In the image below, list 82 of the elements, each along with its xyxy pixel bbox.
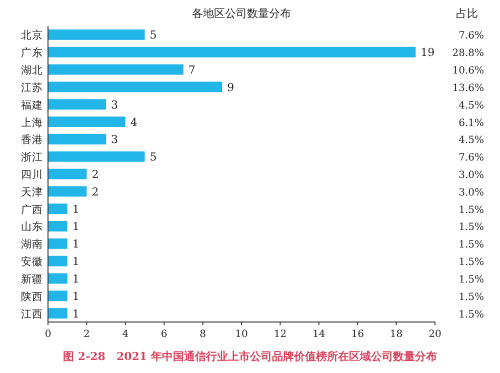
data-label: 19 bbox=[420, 46, 435, 60]
text: 7.6% bbox=[458, 152, 484, 164]
x-tick-label: 14 bbox=[312, 329, 326, 340]
bar bbox=[48, 82, 222, 92]
bar bbox=[48, 273, 68, 284]
data-label: 9 bbox=[227, 80, 234, 94]
text: 1.5% bbox=[458, 309, 484, 320]
y-tick-label: 广东 bbox=[21, 46, 43, 60]
data-label: 5 bbox=[150, 150, 157, 164]
data-label: 3 bbox=[111, 98, 118, 112]
y-tick-label: 福建 bbox=[21, 98, 43, 112]
text: 1.5% bbox=[458, 222, 484, 234]
x-tick-label: 16 bbox=[351, 329, 364, 340]
y-tick-label: 山东 bbox=[21, 220, 43, 234]
y-tick-label: 湖北 bbox=[21, 64, 43, 77]
chart-title: 各地区公司数量分布 bbox=[192, 7, 291, 20]
bar bbox=[48, 186, 87, 197]
data-label: 3 bbox=[111, 133, 118, 146]
bar bbox=[48, 99, 106, 110]
y-tick-label: 安徽 bbox=[21, 255, 43, 268]
y-tick-label: 江西 bbox=[21, 308, 43, 320]
text: 28.8% bbox=[452, 48, 484, 60]
x-tick-label: 6 bbox=[160, 329, 168, 340]
bar bbox=[48, 308, 68, 319]
y-tick-label: 天津 bbox=[21, 185, 43, 198]
bar bbox=[48, 168, 87, 180]
data-label: 4 bbox=[130, 116, 138, 129]
y-tick-label: 广西 bbox=[21, 202, 43, 216]
x-tick-label: 4 bbox=[122, 329, 129, 340]
y-tick-label: 陕西 bbox=[21, 290, 43, 303]
data-label: 1 bbox=[72, 255, 80, 268]
text: 6.1% bbox=[458, 118, 484, 129]
bar bbox=[48, 151, 145, 162]
data-label: 1 bbox=[72, 202, 80, 216]
x-tick-label: 0 bbox=[44, 329, 52, 340]
bar bbox=[48, 204, 68, 214]
y-tick-label: 北京 bbox=[21, 28, 43, 42]
data-label: 1 bbox=[72, 272, 80, 286]
data-label: 1 bbox=[72, 290, 80, 303]
text: 1.5% bbox=[458, 274, 484, 286]
bar bbox=[48, 46, 416, 58]
data-label: 7 bbox=[188, 64, 196, 77]
text: 4.5% bbox=[458, 100, 484, 112]
bar bbox=[48, 134, 106, 144]
data-label: 5 bbox=[150, 28, 157, 42]
x-tick-label: 20 bbox=[428, 329, 442, 340]
bar bbox=[48, 221, 68, 232]
y-tick-label: 四川 bbox=[21, 168, 43, 181]
bar bbox=[48, 29, 145, 40]
bar bbox=[48, 290, 68, 302]
text: 13.6% bbox=[452, 82, 484, 94]
x-tick-label: 2 bbox=[84, 329, 90, 340]
text: 1.5% bbox=[458, 204, 484, 216]
text: 占比 bbox=[456, 7, 478, 20]
text: 7.6% bbox=[458, 30, 484, 42]
data-label: 2 bbox=[92, 168, 99, 181]
text: 10.6% bbox=[452, 66, 484, 77]
x-tick-label: 18 bbox=[390, 329, 403, 340]
x-tick-label: 12 bbox=[274, 329, 287, 340]
text: 3.0% bbox=[458, 170, 484, 181]
text: 3.0% bbox=[458, 187, 484, 198]
y-tick-label: 新疆 bbox=[21, 272, 43, 286]
y-tick-label: 江苏 bbox=[21, 80, 43, 94]
bar bbox=[48, 116, 126, 127]
text: 1.5% bbox=[458, 292, 484, 303]
y-tick-label: 香港 bbox=[21, 133, 43, 146]
bar bbox=[48, 256, 68, 266]
text: 4.5% bbox=[458, 135, 484, 146]
y-tick-label: 湖南 bbox=[21, 238, 43, 251]
data-label: 1 bbox=[72, 238, 80, 251]
y-tick-label: 上海 bbox=[21, 116, 43, 129]
data-label: 2 bbox=[92, 185, 99, 198]
bar bbox=[48, 238, 68, 249]
bar bbox=[48, 64, 184, 75]
text: 1.5% bbox=[458, 257, 484, 268]
x-tick-label: 10 bbox=[235, 329, 248, 340]
x-tick-label: 8 bbox=[200, 329, 206, 340]
data-label: 1 bbox=[72, 220, 80, 234]
y-tick-label: 浙江 bbox=[21, 150, 43, 164]
caption: 图 2-28 2021 年中国通信行业上市公司品牌价值榜所在区域公司数量分布 bbox=[63, 350, 437, 363]
text: 1.5% bbox=[458, 240, 484, 251]
data-label: 1 bbox=[72, 307, 80, 320]
